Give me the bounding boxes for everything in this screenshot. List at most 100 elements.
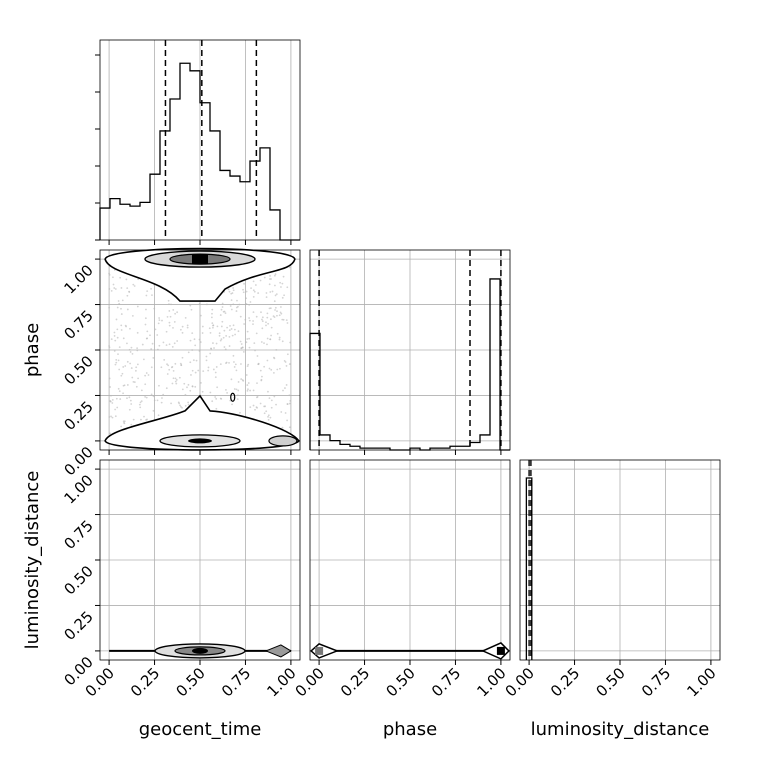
scatter-point: [112, 283, 115, 286]
scatter-point: [263, 342, 265, 345]
scatter-point: [207, 366, 210, 369]
scatter-point: [252, 404, 255, 407]
scatter-point: [244, 318, 247, 321]
scatter-point: [128, 408, 131, 411]
scatter-point: [123, 422, 126, 425]
scatter-point: [276, 314, 278, 317]
scatter-point: [119, 398, 122, 400]
scatter-point: [282, 389, 284, 392]
scatter-point: [261, 320, 264, 323]
density-peak-top: [192, 254, 208, 265]
scatter-point: [116, 306, 119, 309]
scatter-point: [123, 420, 126, 423]
scatter-point: [252, 289, 255, 292]
scatter-point: [135, 385, 138, 388]
scatter-point: [228, 345, 231, 347]
scatter-point: [280, 286, 282, 288]
scatter-point: [260, 311, 262, 314]
scatter-point: [254, 284, 257, 286]
scatter-point: [230, 292, 233, 295]
scatter-point: [220, 397, 223, 400]
scatter-point: [232, 289, 235, 292]
scatter-point: [261, 375, 263, 378]
scatter-point: [270, 399, 273, 402]
scatter-point: [115, 397, 118, 400]
density-peak-bottom: [188, 438, 212, 444]
scatter-point: [247, 382, 250, 384]
scatter-point: [156, 334, 159, 336]
scatter-point: [173, 321, 176, 323]
scatter-point: [122, 392, 124, 395]
scatter-point: [121, 372, 124, 375]
scatter-point: [232, 324, 235, 327]
scatter-point: [233, 388, 236, 390]
panel-joint-phase-vs-geocent-time: 0.000.250.500.751.00: [60, 247, 301, 479]
scatter-point: [265, 292, 268, 294]
scatter-point: [236, 394, 239, 397]
scatter-point: [145, 419, 147, 421]
scatter-point: [171, 382, 174, 385]
histogram-step: [525, 477, 533, 660]
scatter-point: [246, 384, 249, 386]
scatter-point: [186, 326, 189, 329]
scatter-point: [144, 374, 147, 377]
scatter-point: [216, 325, 219, 328]
scatter-point: [261, 327, 264, 330]
scatter-point: [220, 325, 223, 328]
scatter-point: [111, 398, 114, 401]
scatter-point: [226, 326, 229, 329]
scatter-point: [198, 338, 201, 341]
scatter-point: [126, 384, 129, 386]
scatter-point: [158, 317, 161, 319]
scatter-point: [232, 303, 235, 306]
scatter-point: [286, 286, 289, 289]
scatter-point: [132, 283, 135, 286]
scatter-point: [141, 343, 144, 346]
scatter-point: [108, 416, 111, 418]
scatter-point: [285, 384, 288, 386]
scatter-point: [237, 381, 240, 383]
scatter-point: [275, 403, 277, 406]
scatter-point: [208, 327, 211, 330]
scatter-point: [184, 316, 187, 319]
scatter-point: [268, 367, 271, 370]
scatter-point: [280, 312, 283, 315]
panel-border: [99, 459, 301, 661]
scatter-point: [252, 295, 255, 298]
scatter-point: [273, 300, 276, 303]
scatter-point: [145, 308, 147, 311]
scatter-point: [261, 318, 263, 321]
scatter-point: [212, 342, 214, 344]
contour-right: [264, 644, 292, 658]
scatter-point: [255, 315, 258, 318]
panel-border: [99, 249, 301, 451]
scatter-point: [170, 303, 172, 306]
scatter-point: [227, 288, 230, 291]
scatter-point: [266, 343, 268, 346]
scatter-point: [221, 320, 224, 323]
scatter-point: [270, 334, 272, 337]
scatter-point: [245, 302, 248, 305]
scatter-point: [210, 347, 213, 350]
scatter-point: [215, 366, 218, 368]
scatter-point: [200, 382, 202, 384]
scatter-point: [215, 407, 218, 410]
scatter-point: [209, 352, 212, 355]
scatter-point: [110, 394, 112, 397]
scatter-point: [191, 349, 194, 351]
scatter-point: [246, 338, 249, 340]
scatter-point: [289, 341, 292, 344]
scatter-point: [124, 365, 127, 367]
scatter-point: [118, 302, 121, 305]
scatter-point: [120, 374, 123, 377]
scatter-point: [166, 363, 168, 366]
scatter-point: [120, 324, 123, 327]
scatter-point: [239, 340, 242, 343]
scatter-point: [288, 426, 291, 429]
scatter-point: [249, 406, 252, 409]
scatter-point: [120, 425, 123, 428]
scatter-point: [133, 381, 136, 384]
scatter-point: [110, 338, 113, 341]
scatter-point: [124, 324, 127, 327]
